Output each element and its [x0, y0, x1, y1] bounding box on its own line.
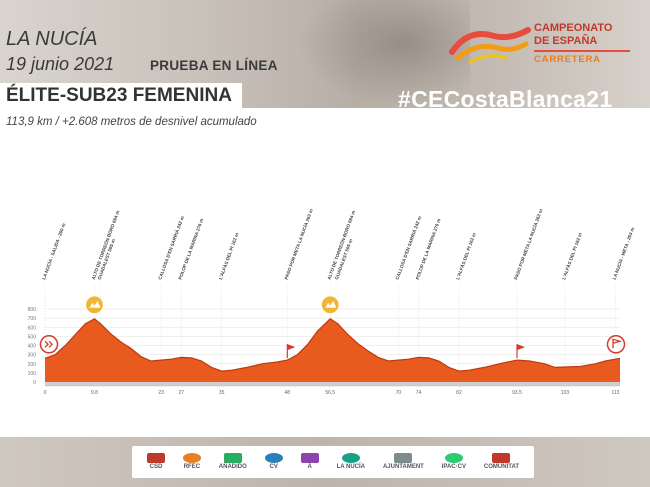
sponsor-mark-icon [444, 453, 463, 463]
elevation-profile-chart: LA NUCÍA - SALIDA - 260 m ALTO DE TORREÓN… [28, 208, 636, 396]
sponsor-name: AÑADIDO [218, 464, 247, 470]
logo-line-2: DE ESPAÑA [534, 35, 598, 47]
cyclist-logo-icon [449, 27, 531, 64]
sponsor-name: À [307, 464, 312, 470]
category-title: ÉLITE-SUB23 FEMENINA [0, 83, 242, 108]
sponsor-logo: À [300, 453, 319, 471]
waypoint-labels: LA NUCÍA - SALIDA - 260 m ALTO DE TORREÓN… [39, 208, 635, 281]
elevation-area [44, 318, 621, 386]
start-marker [39, 335, 59, 354]
waypoint-label: L'ALFÀS DEL PI 162 m [454, 232, 477, 281]
route-markers [39, 295, 626, 359]
waypoint-label: LA NUCÍA - META - 263 m [610, 226, 635, 280]
x-tick-label: 48 [285, 390, 291, 396]
y-tick-label: 700 [28, 316, 37, 322]
waypoint-label: PASO POR META LA NUCÍA 263 m [282, 208, 314, 281]
x-tick-label: 9.8 [91, 390, 98, 396]
race-date: 19 junio 2021 [6, 54, 115, 74]
finish-flag-icon [612, 338, 623, 349]
waypoint-label: L'ALFÀS DEL PI 162 m [560, 232, 583, 281]
mountain-icon [89, 300, 101, 308]
x-tick-label: 0 [44, 390, 47, 396]
y-tick-label: 400 [28, 344, 37, 350]
y-tick-label: 300 [28, 353, 37, 359]
sponsor-name: AJUNTAMENT [382, 464, 424, 470]
profile-fill [45, 318, 620, 382]
x-tick-label: 93.5 [512, 390, 522, 396]
chart-axes: 800 700 600 500 400 300 200 100 0 0 9.8 23 27 35 48 56.… [28, 307, 620, 396]
sponsor-mark-icon [182, 453, 201, 463]
y-tick-label: 800 [28, 307, 37, 313]
waypoint-label: POLOP DE LA MARINA 276 m [415, 218, 442, 280]
background-photo [300, 0, 470, 108]
waypoint-label: POLOP DE LA MARINA 276 m [178, 218, 205, 280]
y-tick-label: 600 [28, 325, 37, 331]
logo-line-3: CARRETERA [534, 54, 601, 65]
sponsor-bar: CSD RFEC AÑADIDO CV À LA NUCÍA AJUNTAMENT IPAC·… [132, 446, 534, 478]
championship-logo: CAMPEONATO DE ESPAÑA CARRETERA [448, 22, 638, 72]
kom-marker [84, 295, 105, 315]
x-tick-label: 82 [456, 390, 462, 396]
sponsor-mark-icon [341, 453, 360, 463]
x-tick-label: 103 [561, 390, 570, 396]
sponsor-logo: CV [264, 453, 283, 471]
flag-icon [287, 344, 296, 351]
profile-outline [44, 318, 621, 372]
flag-icon [517, 344, 526, 351]
sponsor-mark-icon [146, 453, 165, 463]
waypoint-label: L'ALFÀS DEL PI 162 m [217, 232, 240, 281]
hashtag: #CECostaBlanca21 [398, 86, 613, 108]
y-tick-label: 100 [28, 371, 37, 377]
sponsor-logo: AÑADIDO [219, 453, 247, 471]
place-title: LA NUCÍA [6, 28, 98, 50]
mountain-icon [325, 300, 337, 308]
sponsor-logo: RFEC [182, 453, 201, 471]
distance-info: 113,9 km / +2.608 metros de desnivel acu… [6, 116, 257, 128]
sponsor-mark-icon [492, 453, 511, 463]
logo-divider [534, 50, 630, 52]
sponsor-mark-icon [300, 453, 319, 463]
sponsor-name: IPAC·CV [441, 464, 466, 470]
sponsor-mark-icon [223, 453, 242, 463]
y-tick-label: 0 [33, 380, 36, 386]
sponsor-logo: CSD [146, 453, 165, 471]
x-tick-label: 23 [158, 390, 164, 396]
x-tick-label: 74 [416, 390, 422, 396]
sponsor-name: LA NUCÍA [336, 464, 366, 470]
logo-line-1: CAMPEONATO [534, 22, 613, 34]
sponsor-name: RFEC [183, 464, 201, 470]
y-tick-label: 500 [28, 334, 37, 340]
start-arrows-icon [44, 340, 53, 348]
sponsor-name: CSD [149, 464, 163, 470]
sponsor-mark-icon [394, 453, 413, 463]
sponsor-logo: COMUNITAT [484, 453, 519, 471]
finish-marker [606, 335, 626, 354]
y-tick-label: 200 [28, 362, 37, 368]
sponsor-mark-icon [264, 453, 283, 463]
sponsor-logo: LA NUCÍA [337, 453, 365, 471]
sponsor-logo: IPAC·CV [442, 453, 466, 471]
x-tick-label: 27 [179, 390, 185, 396]
waypoint-label: LA NUCÍA - SALIDA - 260 m [39, 222, 66, 281]
x-tick-label: 70 [396, 390, 402, 396]
race-type: PRUEBA EN LÍNEA [150, 58, 278, 73]
profile-base [45, 382, 620, 386]
waypoint-label: PASO POR META LA NUCÍA 263 m [511, 208, 543, 281]
sponsor-name: CV [269, 464, 278, 470]
sponsor-name: COMUNITAT [483, 464, 520, 470]
sponsor-logo: AJUNTAMENT [383, 453, 424, 471]
kom-marker [320, 295, 340, 315]
x-tick-label: 113 [611, 390, 619, 396]
x-tick-label: 56.5 [325, 390, 335, 396]
x-tick-label: 35 [219, 390, 225, 396]
